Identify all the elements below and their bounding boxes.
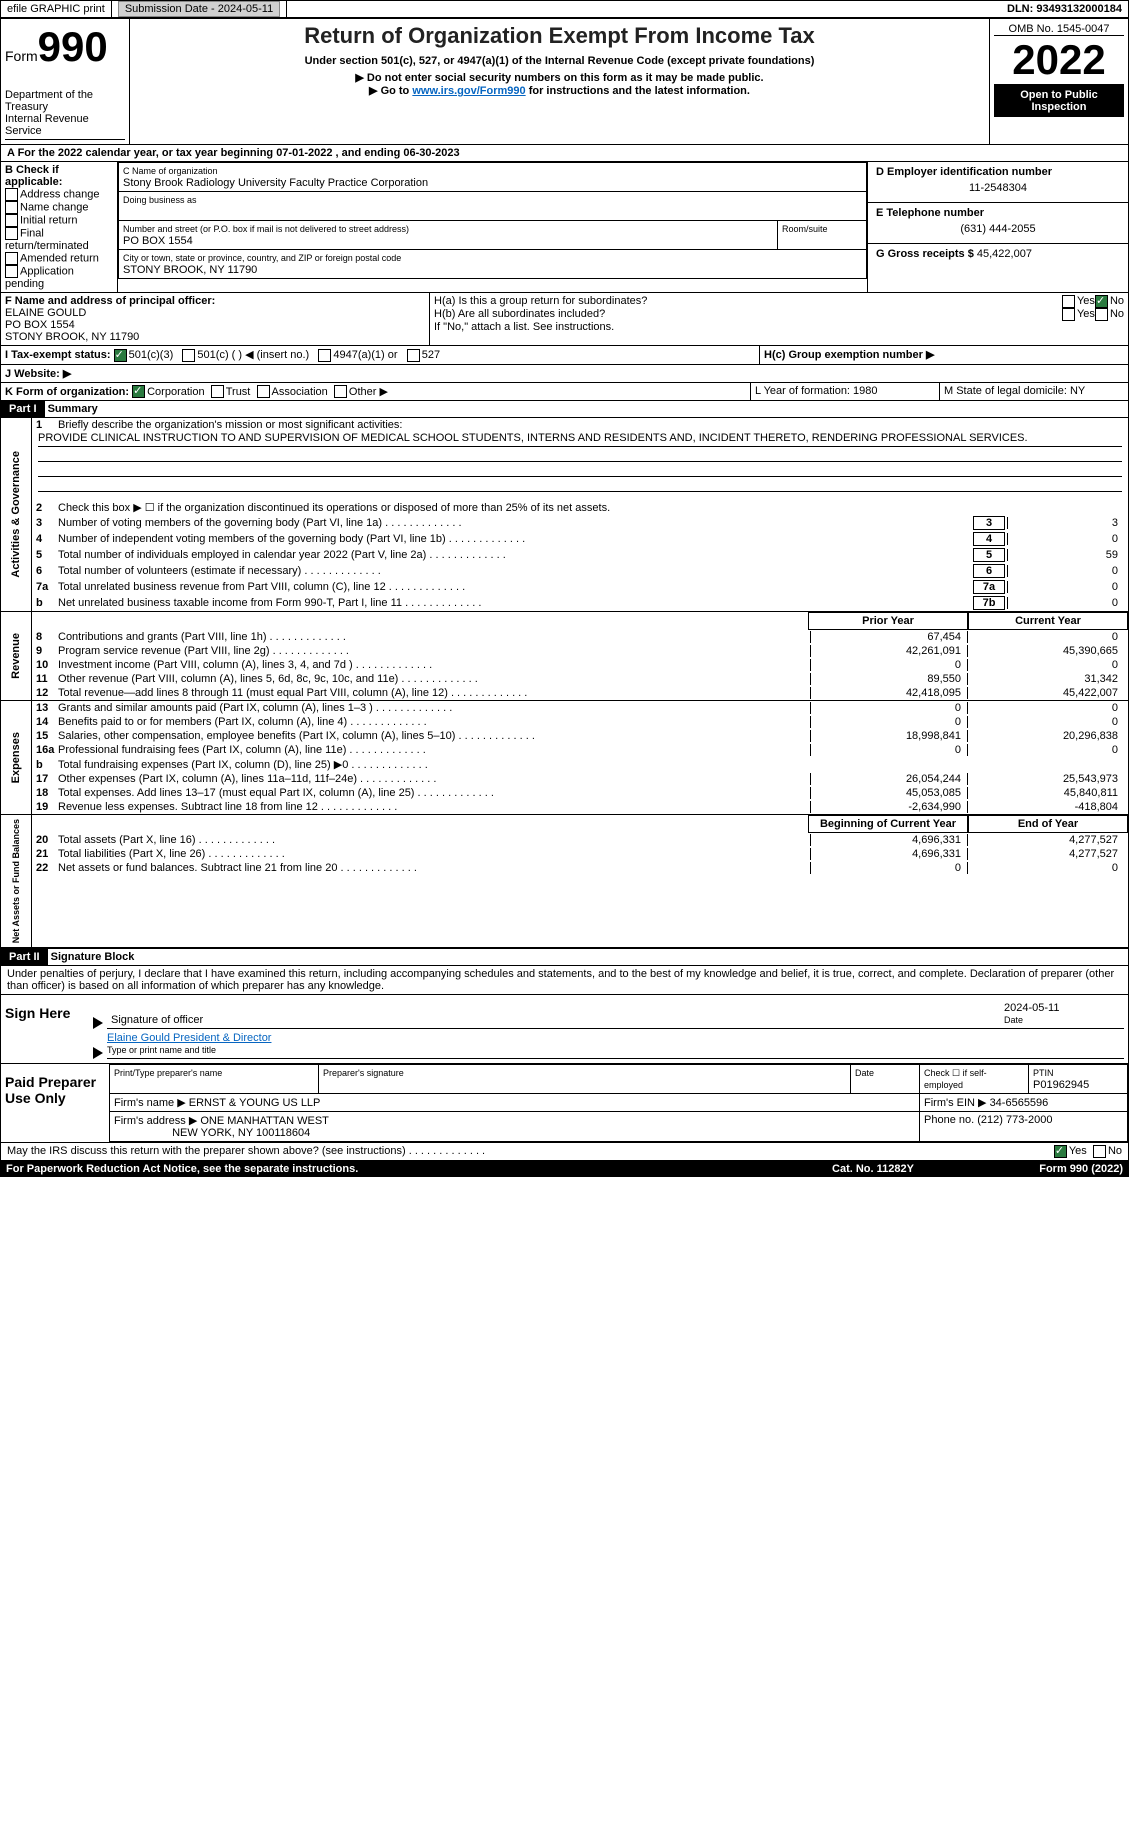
mission: PROVIDE CLINICAL INSTRUCTION TO AND SUPE… [38,432,1122,447]
box-m: M State of legal domicile: NY [939,383,1128,401]
part1-hdr: Part I [1,401,45,417]
form-number: 990 [38,23,108,70]
phone: (631) 444-2055 [876,219,1120,239]
footer: For Paperwork Reduction Act Notice, see … [0,1161,1129,1177]
city: STONY BROOK, NY 11790 [123,264,257,276]
submission-btn[interactable]: Submission Date - 2024-05-11 [118,1,280,17]
irs: Internal Revenue Service [5,113,125,140]
org-name: Stony Brook Radiology University Faculty… [123,177,428,189]
dln-label: DLN: 93493132000184 [1001,1,1128,17]
box-j: J Website: ▶ [1,365,1128,382]
omb: OMB No. 1545-0047 [994,23,1124,35]
line-a: A For the 2022 calendar year, or tax yea… [0,145,1129,162]
netassets-section: Net Assets or Fund Balances Beginning of… [0,815,1129,948]
officer-name[interactable]: Elaine Gould President & Director [107,1032,271,1044]
box-c: C Name of organizationStony Brook Radiol… [117,162,867,292]
gross-receipts: 45,422,007 [977,248,1032,260]
box-f: F Name and address of principal officer:… [1,293,429,345]
discuss-row: May the IRS discuss this return with the… [0,1143,1129,1161]
revenue-section: Revenue Prior YearCurrent Year 8Contribu… [0,612,1129,701]
form-word: Form [5,48,38,64]
part2-hdr: Part II [1,949,48,965]
dept: Department of the Treasury [5,89,125,113]
header-bar: efile GRAPHIC print Submission Date - 20… [0,0,1129,18]
tax-year: 2022 [994,35,1124,85]
subtitle: Under section 501(c), 527, or 4947(a)(1)… [134,55,985,67]
arrow-icon [93,1047,103,1059]
box-k: K Form of organization: Corporation Trus… [1,383,750,401]
activities-section: Activities & Governance 1Briefly describ… [0,418,1129,612]
sign-here-block: Sign Here Signature of officer2024-05-11… [0,995,1129,1064]
note1: ▶ Do not enter social security numbers o… [134,71,985,84]
box-b: B Check if applicable: Address change Na… [1,162,117,292]
box-h: H(a) Is this a group return for subordin… [429,293,1128,345]
box-i: I Tax-exempt status: 501(c)(3) 501(c) ( … [1,346,759,364]
street: PO BOX 1554 [123,235,193,247]
expenses-section: Expenses 13Grants and similar amounts pa… [0,701,1129,815]
title-block: Form990 Department of the Treasury Inter… [0,18,1129,145]
ein: 11-2548304 [876,178,1120,198]
paid-preparer-block: Paid Preparer Use Only Print/Type prepar… [0,1064,1129,1143]
firm-name: ERNST & YOUNG US LLP [189,1097,321,1109]
penalties: Under penalties of perjury, I declare th… [0,966,1129,995]
box-deg: D Employer identification number11-25483… [867,162,1128,292]
efile-label: efile GRAPHIC print [1,1,112,17]
ptin: P01962945 [1033,1079,1089,1091]
box-l: L Year of formation: 1980 [750,383,939,401]
open-inspection: Open to Public Inspection [994,85,1124,117]
irs-link[interactable]: www.irs.gov/Form990 [412,85,525,97]
arrow-icon [93,1017,103,1029]
form-title: Return of Organization Exempt From Incom… [134,23,985,49]
